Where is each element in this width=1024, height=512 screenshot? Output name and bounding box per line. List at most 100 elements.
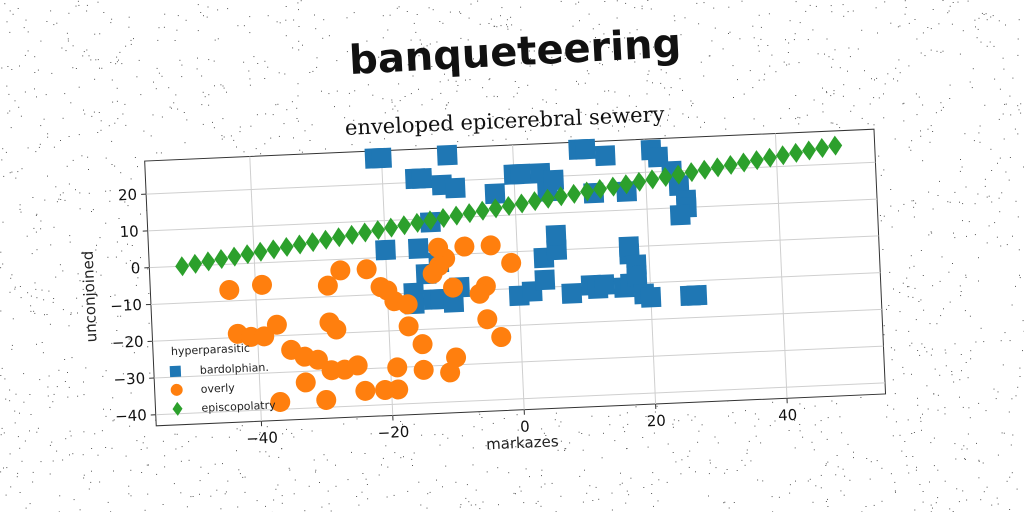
- point-episcopolatry: [501, 195, 516, 216]
- legend-marker-overly: [170, 383, 183, 396]
- point-episcopolatry: [358, 222, 373, 243]
- point-episcopolatry: [397, 215, 412, 236]
- x-tick-label: −40: [246, 429, 278, 448]
- y-tick-label: −10: [110, 296, 142, 315]
- legend-label-episcopolatry: episcopolatry: [201, 399, 276, 415]
- legend-label-bardolphian: bardolphian.: [200, 361, 270, 377]
- grid: [141, 133, 886, 427]
- point-overly: [375, 380, 396, 401]
- point-episcopolatry: [371, 220, 386, 241]
- y-tick-label: −20: [112, 333, 144, 352]
- x-gridline: [774, 133, 788, 399]
- point-episcopolatry: [318, 229, 333, 250]
- point-episcopolatry: [527, 191, 542, 212]
- y-gridline: [149, 235, 879, 269]
- point-bardolphian: [640, 286, 662, 308]
- legend-title: hyperparasitic: [171, 342, 250, 358]
- point-bardolphian: [411, 167, 433, 189]
- point-bardolphian: [686, 284, 708, 306]
- point-episcopolatry: [514, 193, 529, 214]
- point-episcopolatry: [710, 157, 725, 178]
- point-episcopolatry: [449, 205, 464, 226]
- point-overly: [307, 349, 328, 370]
- point-episcopolatry: [697, 159, 712, 180]
- legend-marker-episcopolatry: [172, 401, 183, 416]
- point-episcopolatry: [815, 138, 830, 159]
- point-episcopolatry: [567, 183, 581, 204]
- y-tick-label: 20: [118, 186, 138, 205]
- point-episcopolatry: [488, 198, 503, 219]
- point-episcopolatry: [593, 179, 608, 200]
- point-episcopolatry: [214, 249, 229, 269]
- point-episcopolatry: [292, 234, 307, 255]
- point-overly: [491, 327, 512, 348]
- x-gridline: [643, 139, 657, 405]
- point-overly: [412, 334, 433, 355]
- x-axis-label: markazes: [486, 432, 559, 453]
- point-episcopolatry: [240, 244, 255, 265]
- point-bardolphian: [407, 238, 429, 259]
- point-episcopolatry: [344, 224, 359, 245]
- point-episcopolatry: [749, 150, 764, 171]
- point-overly: [316, 389, 337, 410]
- point-bardolphian: [534, 269, 556, 291]
- point-episcopolatry: [475, 200, 490, 221]
- point-bardolphian: [371, 147, 392, 169]
- point-overly: [356, 259, 377, 280]
- point-overly: [454, 236, 475, 257]
- point-episcopolatry: [723, 154, 738, 175]
- point-bardolphian: [543, 169, 565, 191]
- point-episcopolatry: [762, 147, 777, 168]
- data-marks: [175, 135, 843, 412]
- point-bardolphian: [626, 265, 648, 287]
- point-episcopolatry: [331, 227, 346, 248]
- point-bardolphian: [510, 163, 531, 185]
- point-episcopolatry: [175, 256, 190, 277]
- legend: hyperparasitic bardolphian. overly episc…: [169, 342, 276, 416]
- point-overly: [254, 326, 275, 347]
- x-gridline: [512, 144, 525, 410]
- y-tick-label: 0: [130, 259, 140, 277]
- point-overly: [330, 260, 351, 281]
- point-episcopolatry: [645, 169, 660, 190]
- point-episcopolatry: [227, 246, 242, 267]
- point-overly: [266, 314, 287, 335]
- point-overly: [326, 319, 347, 340]
- point-overly: [219, 279, 240, 300]
- point-episcopolatry: [553, 186, 568, 207]
- point-episcopolatry: [188, 253, 203, 274]
- point-bardolphian: [594, 145, 616, 167]
- plot-area: −40 −20 0 20 40 −40 −30 −20 −10 0 10 20 markazes un…: [79, 128, 887, 453]
- point-episcopolatry: [410, 212, 425, 233]
- point-episcopolatry: [266, 239, 281, 260]
- point-overly: [480, 235, 501, 256]
- point-overly: [413, 359, 434, 380]
- point-episcopolatry: [658, 167, 673, 187]
- point-overly: [477, 309, 498, 330]
- x-tick-label: 20: [646, 412, 666, 431]
- point-bardolphian: [436, 144, 458, 166]
- point-episcopolatry: [736, 152, 751, 173]
- point-episcopolatry: [802, 140, 817, 161]
- point-overly: [501, 252, 522, 273]
- point-episcopolatry: [384, 217, 399, 238]
- point-overly: [446, 347, 467, 368]
- point-bardolphian: [574, 138, 596, 160]
- point-overly: [270, 391, 291, 412]
- point-overly: [443, 277, 464, 298]
- point-episcopolatry: [305, 232, 320, 253]
- point-overly: [387, 357, 408, 378]
- point-episcopolatry: [253, 241, 268, 262]
- point-overly: [355, 380, 376, 401]
- plot-frame: [144, 128, 887, 427]
- point-overly: [398, 316, 419, 337]
- point-bardolphian: [545, 224, 567, 246]
- point-bardolphian: [669, 204, 691, 226]
- point-episcopolatry: [540, 188, 555, 209]
- point-overly: [317, 275, 338, 296]
- point-overly: [440, 362, 461, 383]
- point-bardolphian: [444, 177, 466, 199]
- point-overly: [397, 294, 418, 315]
- point-episcopolatry: [828, 135, 843, 156]
- point-episcopolatry: [684, 162, 699, 183]
